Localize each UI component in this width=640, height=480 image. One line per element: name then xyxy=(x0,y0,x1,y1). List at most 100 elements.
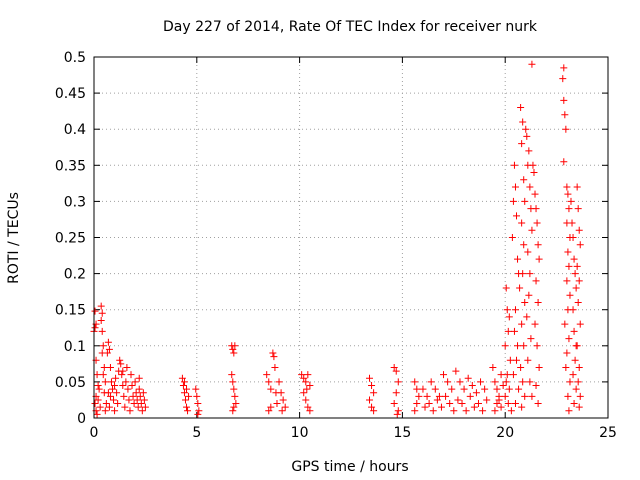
data-point xyxy=(513,212,521,220)
data-point xyxy=(574,205,582,213)
data-point xyxy=(229,407,237,415)
data-point xyxy=(565,407,573,415)
data-point xyxy=(137,400,145,408)
data-point xyxy=(568,219,576,227)
data-point xyxy=(571,356,579,364)
data-point xyxy=(566,291,574,299)
data-point xyxy=(91,307,99,315)
data-point xyxy=(421,403,429,411)
y-tick-label: 0.15 xyxy=(55,303,86,319)
x-axis-label: GPS time / hours xyxy=(291,459,408,475)
data-point xyxy=(470,403,478,411)
data-points xyxy=(90,60,584,418)
data-point xyxy=(95,385,103,393)
data-point xyxy=(141,403,149,411)
x-tick-label: 10 xyxy=(291,425,309,441)
y-axis-ticks: 0 0.05 0.1 0.15 0.2 0.25 0.3 0.35 0.4 0.45 0.5 xyxy=(55,50,608,427)
data-point xyxy=(370,407,378,415)
plot-frame xyxy=(93,56,609,419)
data-point xyxy=(573,342,581,350)
data-point xyxy=(105,345,113,353)
data-point xyxy=(230,349,238,357)
data-point xyxy=(466,392,474,400)
data-point xyxy=(493,385,501,393)
data-point xyxy=(573,183,581,191)
data-point xyxy=(392,367,400,375)
data-point xyxy=(524,248,532,256)
data-point xyxy=(184,407,192,415)
data-point xyxy=(114,400,122,408)
data-point xyxy=(576,392,584,400)
data-point xyxy=(368,382,376,390)
data-point xyxy=(570,255,578,263)
data-point xyxy=(411,407,419,415)
data-point xyxy=(183,403,191,411)
data-point xyxy=(521,197,529,205)
data-point xyxy=(136,392,144,400)
data-point xyxy=(571,270,579,278)
data-point xyxy=(415,392,423,400)
data-point xyxy=(460,385,468,393)
data-point xyxy=(194,400,202,408)
data-point xyxy=(368,403,376,411)
chart-title: Day 227 of 2014, Rate Of TEC Index for r… xyxy=(163,19,538,35)
data-point xyxy=(495,396,503,404)
y-tick-label: 0.05 xyxy=(55,375,86,391)
data-point xyxy=(518,403,526,411)
data-point xyxy=(102,400,110,408)
data-point xyxy=(575,226,583,234)
data-point xyxy=(134,403,142,411)
data-point xyxy=(477,378,485,386)
data-point xyxy=(563,277,571,285)
data-point xyxy=(229,345,237,353)
data-point xyxy=(506,356,514,364)
data-point xyxy=(195,407,203,415)
data-point xyxy=(570,400,578,408)
data-point xyxy=(491,407,499,415)
data-point xyxy=(521,298,529,306)
data-point xyxy=(510,327,518,335)
data-point xyxy=(569,371,577,379)
data-point xyxy=(570,327,578,335)
data-point xyxy=(93,371,101,379)
data-point xyxy=(269,349,277,357)
data-point xyxy=(563,183,571,191)
data-point xyxy=(564,190,572,198)
data-point xyxy=(468,382,476,390)
data-point xyxy=(507,407,515,415)
data-point xyxy=(491,378,499,386)
data-point xyxy=(533,219,541,227)
data-point xyxy=(116,356,124,364)
data-point xyxy=(123,363,131,371)
data-point xyxy=(135,374,143,382)
data-point xyxy=(98,309,106,317)
data-point xyxy=(111,407,119,415)
data-point xyxy=(561,320,569,328)
data-point xyxy=(535,363,543,371)
data-point xyxy=(452,367,460,375)
data-point xyxy=(112,374,120,382)
data-point xyxy=(575,277,583,285)
data-point xyxy=(566,378,574,386)
data-point xyxy=(479,407,487,415)
data-point xyxy=(497,371,505,379)
data-point xyxy=(300,389,308,397)
data-point xyxy=(509,197,517,205)
data-point xyxy=(183,385,191,393)
y-tick-label: 0.4 xyxy=(64,122,86,138)
data-point xyxy=(448,385,456,393)
data-point xyxy=(576,320,584,328)
data-point xyxy=(511,183,519,191)
data-point xyxy=(267,403,275,411)
data-point xyxy=(103,349,111,357)
data-point xyxy=(435,392,443,400)
data-point xyxy=(180,378,188,386)
data-point xyxy=(501,342,509,350)
data-point xyxy=(440,371,448,379)
data-point xyxy=(510,161,518,169)
data-point xyxy=(525,291,533,299)
data-point xyxy=(278,407,286,415)
data-point xyxy=(573,262,581,270)
data-point xyxy=(178,374,186,382)
